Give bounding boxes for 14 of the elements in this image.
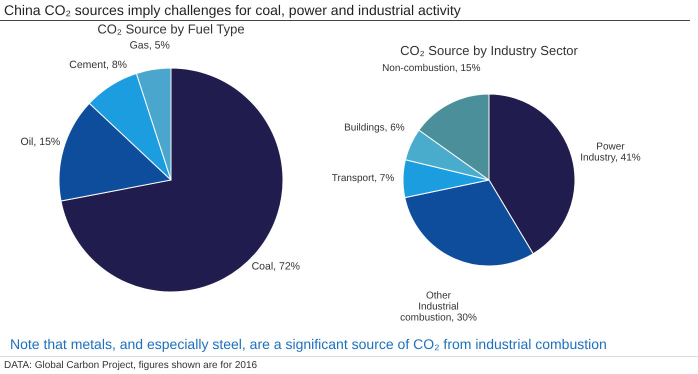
- slice-label: Gas, 5%: [130, 40, 170, 52]
- slice-label: Transport, 7%: [332, 173, 394, 184]
- slice-label: Power Industry, 41%: [580, 141, 641, 164]
- chart-title: CO₂ Source by Industry Sector: [400, 43, 579, 58]
- slice-label: Cement, 8%: [69, 59, 128, 72]
- slice-label: Coal, 72%: [252, 260, 300, 273]
- text: China CO₂ sources imply challenges for coal, power and industrial activity: [0, 0, 690, 21]
- slice-label: Buildings, 6%: [344, 122, 405, 134]
- slice-label: Non-combustion, 15%: [382, 63, 481, 74]
- slice-label: Other Industrial combustion, 30%: [400, 290, 477, 324]
- text: Note that metals, and especially steel, are a significant source of CO₂ from industrial combustion: [9, 336, 608, 352]
- text: DATA: Global Carbon Project, figures shown are for 2016: [0, 356, 698, 374]
- slice-label: Oil, 15%: [20, 136, 60, 148]
- chart-title: CO₂ Source by Fuel Type: [97, 22, 245, 37]
